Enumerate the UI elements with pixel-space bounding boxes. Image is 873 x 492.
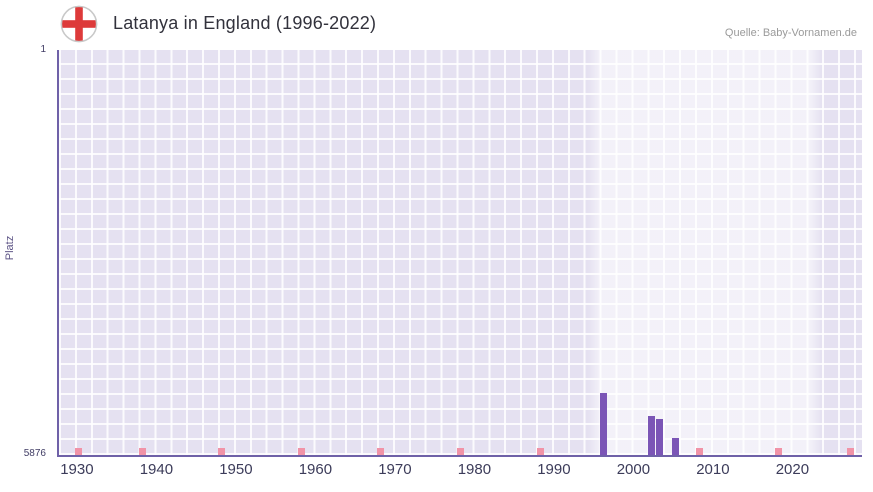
no-data-marker xyxy=(138,448,146,455)
bar[interactable] xyxy=(600,393,608,455)
page-title: Latanya in England (1996-2022) xyxy=(113,13,377,33)
x-tick-label: 1930 xyxy=(60,461,94,478)
no-data-marker xyxy=(775,448,783,455)
england-flag-icon xyxy=(60,5,98,43)
bar[interactable] xyxy=(647,416,655,455)
x-tick-label: 2000 xyxy=(616,461,651,478)
no-data-marker xyxy=(846,448,854,455)
no-data-marker xyxy=(75,448,83,455)
bar[interactable] xyxy=(655,419,663,455)
bar[interactable] xyxy=(671,438,679,455)
no-data-marker xyxy=(297,448,305,455)
y-axis-label: Platz xyxy=(4,235,17,261)
no-data-marker xyxy=(695,448,703,455)
x-tick-label: 2010 xyxy=(696,461,730,478)
x-tick-label: 1980 xyxy=(457,461,492,478)
source-link[interactable]: Quelle: Baby-Vornamen.de xyxy=(724,27,857,39)
x-tick-label: 1960 xyxy=(298,461,333,478)
plot-area xyxy=(57,50,862,457)
no-data-marker xyxy=(377,448,385,455)
highlight-band xyxy=(587,50,823,455)
no-data-marker xyxy=(536,448,544,455)
x-tick-label: 1970 xyxy=(378,461,412,478)
y-tick-max: 1 xyxy=(40,44,46,55)
y-tick-min: 5876 xyxy=(23,448,46,459)
x-tick-label: 1990 xyxy=(537,461,571,478)
x-tick-label: 1940 xyxy=(139,461,174,478)
no-data-marker xyxy=(218,448,226,455)
x-tick-label: 1950 xyxy=(219,461,253,478)
x-tick-label: 2020 xyxy=(775,461,810,478)
no-data-marker xyxy=(457,448,464,455)
